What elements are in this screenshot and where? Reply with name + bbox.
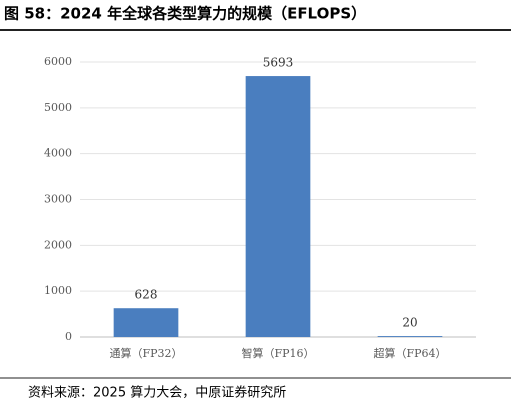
y-tick-label: 3000 <box>44 193 72 206</box>
x-tick-label: 通算（FP32） <box>109 346 182 360</box>
y-tick-label: 2000 <box>44 238 72 251</box>
x-tick-label: 智算（FP16） <box>241 346 314 360</box>
y-tick-label: 6000 <box>44 55 72 68</box>
y-tick-label: 4000 <box>44 147 72 160</box>
data-label: 5693 <box>263 56 294 70</box>
bar <box>113 308 179 337</box>
x-tick-label: 超算（FP64） <box>373 346 446 360</box>
bar <box>245 76 311 337</box>
source: 资料来源：2025 算力大会，中原证券研究所 <box>28 385 286 401</box>
chart-title: 图 58：2024 年全球各类型算力的规模（EFLOPS） <box>4 5 366 23</box>
bar <box>377 336 443 337</box>
y-tick-label: 1000 <box>44 284 72 297</box>
data-label: 20 <box>402 316 417 330</box>
y-tick-label: 0 <box>65 330 72 343</box>
data-label: 628 <box>135 288 158 302</box>
y-tick-label: 5000 <box>44 101 72 114</box>
